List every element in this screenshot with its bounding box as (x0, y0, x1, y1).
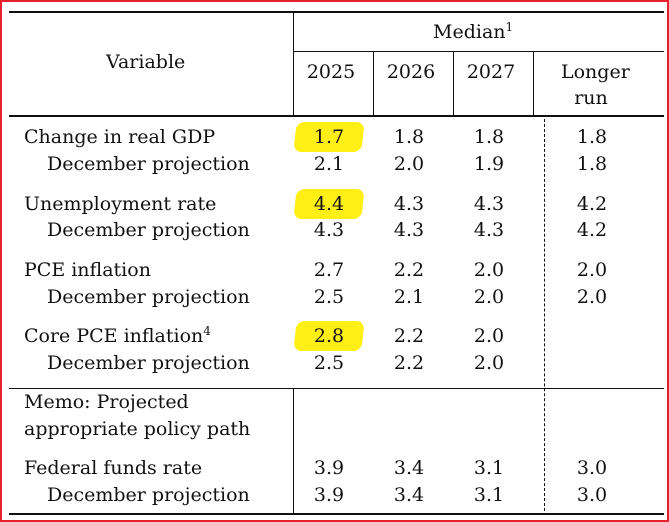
column-header-longer-run: Longer (561, 61, 630, 83)
row-label-text: Unemployment rate (24, 193, 217, 215)
header-divider-2027 (533, 51, 534, 117)
row-label-text: Federal funds rate (24, 457, 203, 479)
table-cell: 2.8 (313, 325, 345, 347)
table-cell: 4.2 (576, 193, 608, 215)
table-cell: 2.1 (313, 153, 345, 175)
table-cell: 2.0 (576, 286, 608, 308)
table-cell: 1.8 (576, 153, 608, 175)
variable-header: Variable (106, 51, 186, 73)
table-cell: 2.7 (313, 259, 345, 281)
table-cell: 1.9 (473, 153, 505, 175)
table-cell: 2.2 (393, 352, 425, 374)
table-cell: 1.8 (393, 126, 425, 148)
table-cell: 1.8 (576, 126, 608, 148)
table-cell: 2.2 (393, 325, 425, 347)
row-label-text: December projection (47, 219, 250, 241)
table-cell: 3.0 (576, 457, 608, 479)
footnote-marker: 4 (203, 324, 211, 338)
row-label: Core PCE inflation4 (24, 325, 211, 347)
header-bottom-rule (9, 115, 664, 117)
table-cell: 2.1 (393, 286, 425, 308)
row-label-text: Core PCE inflation (24, 325, 204, 347)
header-divider-2026 (453, 51, 454, 117)
table-cell: 4.3 (393, 219, 425, 241)
row-label: Federal funds rate (24, 457, 202, 479)
row-label-december-projection: December projection (47, 219, 250, 241)
memo-line-2: appropriate policy path (24, 418, 251, 440)
column-header-2025: 2025 (306, 61, 356, 83)
bottom-rule (9, 513, 664, 515)
table-cell: 2.0 (393, 153, 425, 175)
table-cell: 2.5 (313, 286, 345, 308)
top-rule (9, 11, 664, 13)
memo-line-1: Memo: Projected (24, 391, 189, 413)
table-cell: 1.8 (473, 126, 505, 148)
header-divider-2025 (373, 51, 374, 117)
table-cell: 3.1 (473, 484, 505, 506)
table-cell: 2.2 (393, 259, 425, 281)
row-label-text: PCE inflation (24, 259, 151, 281)
table-cell: 2.5 (313, 352, 345, 374)
row-label: Change in real GDP (24, 126, 215, 148)
row-label: PCE inflation (24, 259, 151, 281)
table-cell: 4.2 (576, 219, 608, 241)
table-cell: 4.3 (313, 219, 345, 241)
table-cell: 3.4 (393, 484, 425, 506)
table-cell: 3.4 (393, 457, 425, 479)
column-header-2027: 2027 (466, 61, 516, 83)
row-label-december-projection: December projection (47, 352, 250, 374)
table-cell: 4.3 (473, 193, 505, 215)
table-cell: 4.3 (473, 219, 505, 241)
memo-rule (9, 388, 664, 389)
row-label-text: December projection (47, 352, 250, 374)
row-label-december-projection: December projection (47, 484, 250, 506)
table-cell: 2.0 (473, 325, 505, 347)
projections-table: Variable Median1 2025 2026 2027 Longer r… (9, 11, 664, 517)
row-label-text: December projection (47, 286, 250, 308)
row-label-text: Change in real GDP (24, 126, 216, 148)
row-label-december-projection: December projection (47, 153, 250, 175)
median-footnote-marker: 1 (505, 20, 514, 34)
table-cell: 3.0 (576, 484, 608, 506)
table-cell: 3.9 (313, 457, 345, 479)
column-header-run: run (574, 87, 608, 109)
column-header-2026: 2026 (386, 61, 436, 83)
median-label: Median (433, 21, 506, 43)
row-label-text: December projection (47, 153, 250, 175)
table-cell: 3.1 (473, 457, 505, 479)
table-cell: 2.0 (473, 259, 505, 281)
row-label: Unemployment rate (24, 193, 216, 215)
variable-column-divider (293, 11, 294, 117)
table-cell: 4.3 (393, 193, 425, 215)
table-cell: 3.9 (313, 484, 345, 506)
row-label-december-projection: December projection (47, 286, 250, 308)
table-cell: 1.7 (313, 126, 345, 148)
memo-left-divider (293, 389, 294, 514)
table-cell: 2.0 (473, 286, 505, 308)
table-cell: 2.0 (576, 259, 608, 281)
median-header: Median1 (433, 21, 513, 43)
table-cell: 4.4 (313, 193, 345, 215)
row-label-text: December projection (47, 484, 250, 506)
median-underline (293, 51, 664, 52)
longer-run-dashed-divider (544, 119, 545, 511)
table-cell: 2.0 (473, 352, 505, 374)
